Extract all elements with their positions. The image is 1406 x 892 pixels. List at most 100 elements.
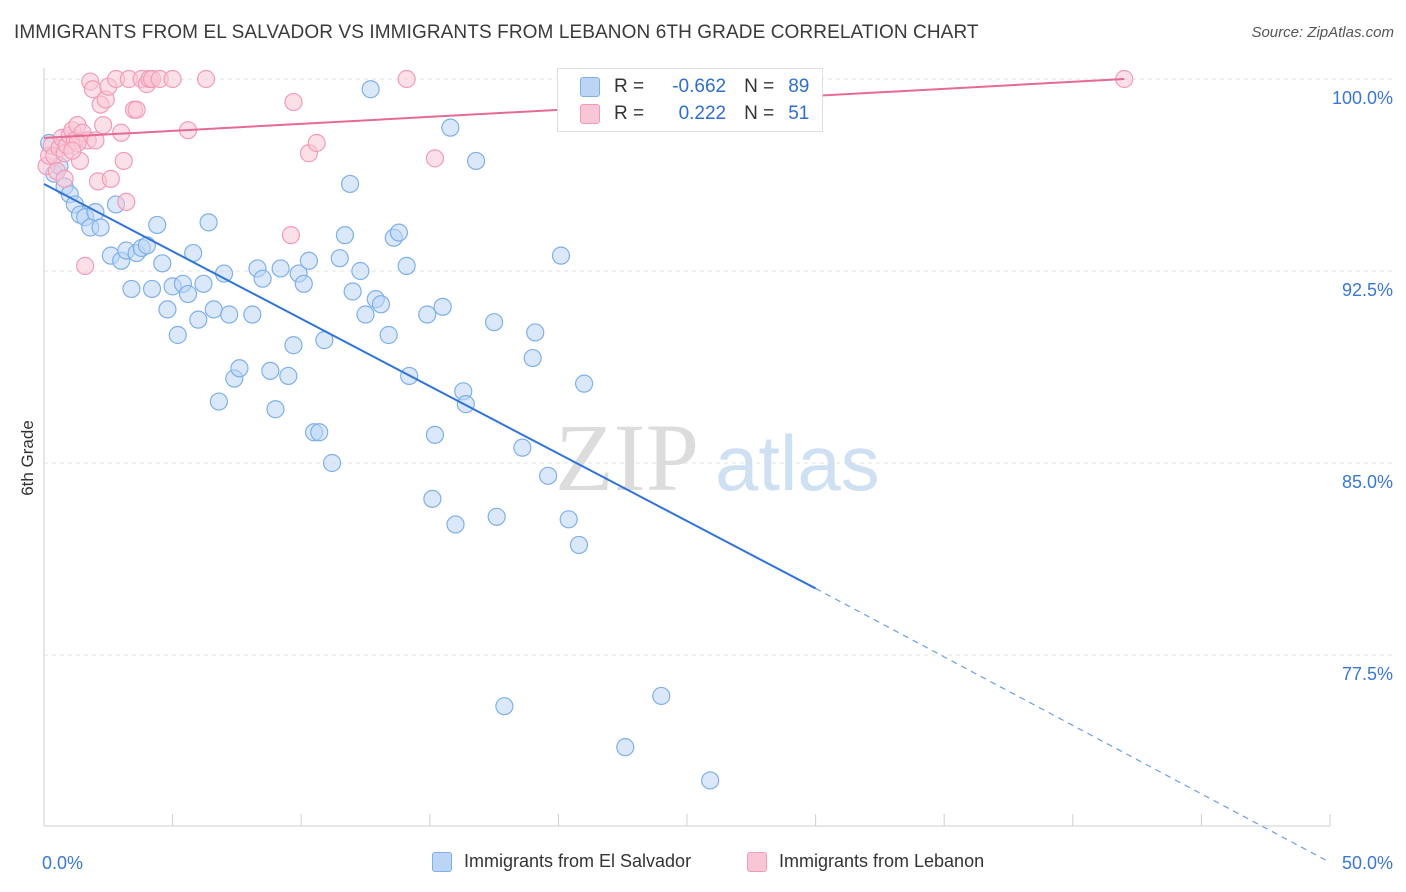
y-tick-label: 92.5%	[1342, 280, 1393, 300]
point-el-salvador	[299, 251, 319, 270]
legend-n-label: N =	[744, 103, 775, 124]
point-el-salvador	[261, 361, 280, 380]
y-axis-label: 6th Grade	[18, 420, 37, 496]
point-el-salvador	[569, 535, 589, 555]
point-el-salvador	[379, 325, 398, 345]
tick-labels: 77.5% 85.0% 92.5% 100.0% 0.0% 50.0%	[42, 88, 1393, 873]
grid-lines	[44, 78, 1392, 656]
point-el-salvador	[441, 118, 460, 137]
point-el-salvador	[526, 323, 545, 342]
point-el-salvador	[397, 256, 416, 275]
legend-swatch-pink	[580, 104, 600, 124]
point-el-salvador	[485, 313, 504, 332]
point-lebanon	[76, 256, 95, 275]
point-el-salvador	[153, 254, 172, 273]
point-el-salvador	[575, 374, 594, 393]
bottom-legend-swatch-pink	[747, 851, 767, 872]
point-el-salvador	[701, 771, 720, 790]
point-el-salvador	[86, 203, 105, 222]
chart-title: IMMIGRANTS FROM EL SALVADOR VS IMMIGRANT…	[14, 22, 979, 43]
axes	[43, 68, 1331, 827]
bottom-legend-label: Immigrants from El Salvador	[464, 851, 692, 871]
legend-r-value: -0.662	[672, 76, 727, 97]
point-el-salvador	[351, 261, 370, 281]
point-el-salvador	[425, 425, 445, 444]
point-lebanon	[117, 192, 136, 211]
point-lebanon	[281, 226, 301, 245]
y-tick-label: 100.0%	[1332, 88, 1393, 108]
bottom-legend-lebanon: Immigrants from Lebanon	[747, 851, 984, 872]
legend-swatch-blue	[580, 77, 600, 97]
point-el-salvador	[294, 274, 313, 293]
point-el-salvador	[209, 392, 228, 411]
point-el-salvador	[433, 297, 452, 316]
point-el-salvador	[199, 213, 218, 232]
trend-line-el-salvador	[43, 183, 817, 590]
point-el-salvador	[91, 218, 110, 237]
watermark: ZIP atlas	[555, 404, 880, 511]
point-el-salvador	[466, 151, 486, 171]
legend-n-value: 89	[788, 76, 810, 97]
point-lebanon	[63, 141, 82, 160]
y-tick-label: 85.0%	[1342, 472, 1393, 492]
legend-n-value: 51	[788, 103, 810, 124]
point-lebanon	[114, 151, 133, 171]
x-tick-label-min: 0.0%	[42, 853, 83, 873]
point-el-salvador	[204, 300, 223, 319]
watermark-zip: ZIP	[555, 404, 699, 511]
point-el-salvador	[616, 738, 635, 757]
point-el-salvador	[371, 295, 391, 314]
point-el-salvador	[214, 264, 234, 283]
point-el-salvador	[559, 510, 578, 529]
point-el-salvador	[423, 489, 442, 508]
point-el-salvador	[418, 305, 437, 324]
point-lebanon	[284, 92, 303, 112]
point-el-salvador	[220, 305, 239, 324]
point-el-salvador	[122, 279, 141, 299]
point-el-salvador	[652, 686, 671, 706]
point-el-salvador	[446, 515, 465, 534]
point-el-salvador	[284, 336, 303, 355]
point-el-salvador	[148, 215, 167, 235]
legend-r-value: 0.222	[678, 103, 727, 124]
point-lebanon	[397, 69, 416, 89]
data-points	[37, 69, 1134, 790]
point-el-salvador	[539, 466, 558, 485]
point-el-salvador	[523, 348, 542, 368]
bottom-legend-label: Immigrants from Lebanon	[779, 851, 985, 871]
point-el-salvador	[361, 80, 380, 99]
stats-legend: R = -0.662 N = 89 R = 0.222 N = 51	[557, 68, 823, 132]
source-label: Source: ZipAtlas.com	[1251, 24, 1394, 41]
point-lebanon	[425, 149, 445, 168]
point-lebanon	[307, 133, 326, 153]
y-tick-label: 77.5%	[1342, 664, 1393, 684]
point-lebanon	[127, 100, 146, 119]
point-el-salvador	[271, 259, 290, 278]
point-el-salvador	[137, 236, 156, 255]
point-el-salvador	[310, 423, 329, 442]
legend-r-label: R =	[614, 76, 645, 97]
trend-line-el-salvador-extension	[815, 587, 1331, 863]
watermark-atlas: atlas	[715, 419, 880, 507]
point-lebanon	[101, 169, 120, 188]
point-el-salvador	[322, 453, 342, 473]
bottom-legend-swatch-blue	[432, 851, 452, 872]
point-lebanon	[196, 69, 216, 89]
point-el-salvador	[189, 310, 208, 329]
point-lebanon	[55, 169, 74, 188]
point-el-salvador	[142, 279, 162, 299]
legend-r-label: R =	[614, 103, 645, 124]
point-el-salvador	[495, 697, 514, 716]
point-el-salvador	[389, 223, 409, 242]
point-el-salvador	[194, 274, 213, 293]
point-el-salvador	[266, 400, 285, 419]
point-lebanon	[94, 115, 113, 135]
legend-row-lebanon: R = 0.222 N = 51	[580, 101, 809, 127]
point-el-salvador	[513, 438, 532, 457]
point-el-salvador	[356, 305, 375, 324]
point-el-salvador	[343, 282, 362, 301]
point-el-salvador	[487, 507, 506, 526]
point-el-salvador	[335, 226, 355, 245]
point-el-salvador	[178, 284, 198, 304]
